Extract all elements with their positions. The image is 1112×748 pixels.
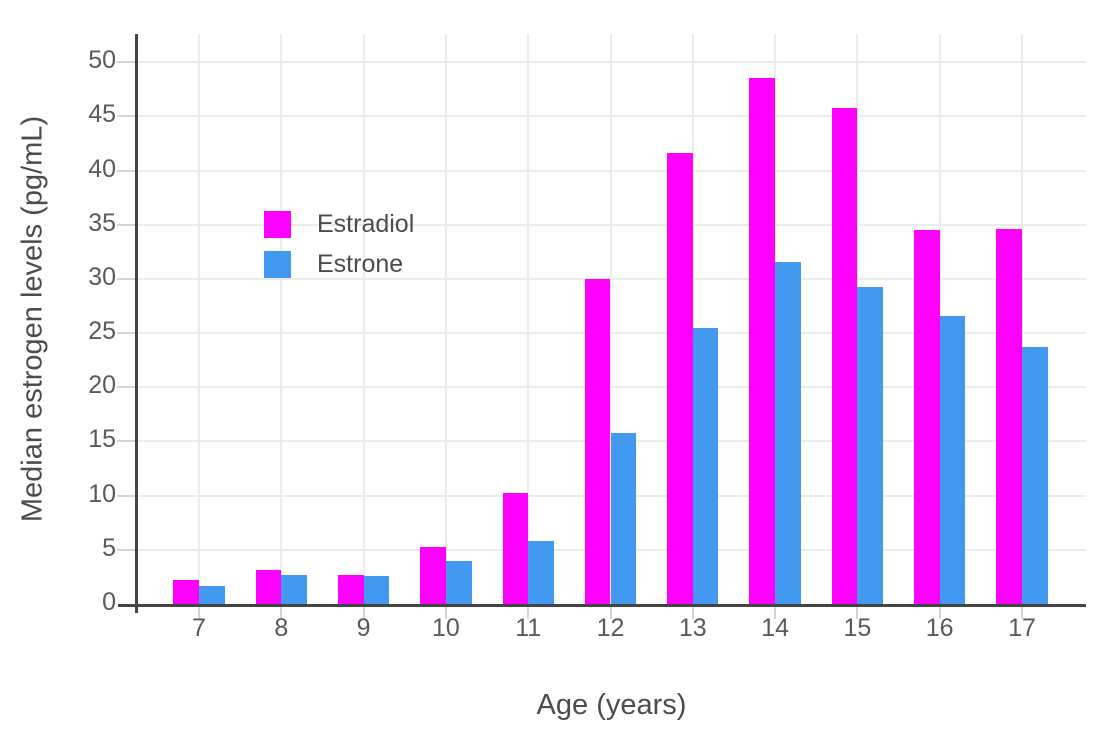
- vertical-gridline: [1021, 34, 1023, 604]
- vertical-gridline: [609, 34, 612, 604]
- x-tick-mark: [1021, 606, 1023, 619]
- vertical-gridline: [198, 34, 200, 604]
- y-tick-mark: [117, 494, 136, 497]
- x-tick-label: 7: [192, 614, 206, 642]
- bar-estradiol-age-15: [831, 107, 858, 604]
- x-tick-mark: [444, 606, 447, 619]
- bar-estradiol-age-16: [914, 230, 940, 604]
- legend-item-estradiol[interactable]: Estradiol: [264, 211, 414, 238]
- legend-label-estradiol: Estradiol: [317, 210, 415, 238]
- bar-estradiol-age-12: [584, 278, 611, 604]
- y-tick-label: 20: [88, 371, 116, 400]
- x-tick-mark: [856, 606, 859, 619]
- bar-estradiol-age-14: [749, 78, 776, 604]
- y-tick-label: 50: [88, 46, 116, 75]
- bar-estrone-age-10: [445, 560, 472, 604]
- x-axis-line: [118, 604, 1086, 607]
- bar-estrone-age-9: [363, 575, 390, 604]
- bar-estradiol-age-7: [173, 580, 199, 604]
- horizontal-gridline: [137, 169, 1086, 172]
- bar-estradiol-age-17: [996, 229, 1022, 604]
- vertical-gridline: [444, 34, 447, 604]
- x-tick-label: 14: [761, 614, 789, 642]
- horizontal-gridline: [137, 115, 1086, 118]
- x-tick-label: 13: [678, 614, 707, 642]
- bar-estradiol-age-9: [337, 574, 364, 604]
- bar-estradiol-age-10: [420, 546, 446, 604]
- x-tick-mark: [938, 606, 941, 619]
- vertical-gridline: [527, 34, 530, 604]
- y-tick-mark: [117, 223, 136, 226]
- x-tick-label: 15: [843, 614, 872, 642]
- bar-estrone-age-7: [199, 585, 225, 604]
- x-tick-mark: [280, 606, 283, 619]
- x-tick-mark: [691, 606, 694, 619]
- y-tick-label: 45: [88, 100, 116, 129]
- bar-estrone-age-12: [610, 432, 637, 604]
- y-tick-mark: [117, 386, 136, 389]
- x-axis-title: Age (years): [536, 689, 687, 721]
- y-tick-mark: [117, 277, 136, 280]
- y-tick-label: 15: [88, 425, 116, 454]
- y-axis-line: [135, 34, 138, 613]
- legend-swatch-estrone: [264, 251, 291, 278]
- x-tick-label: 12: [596, 614, 625, 642]
- horizontal-gridline: [137, 223, 1086, 226]
- y-tick-label: 35: [88, 208, 116, 237]
- horizontal-gridline: [137, 61, 1086, 64]
- x-tick-mark: [198, 606, 200, 619]
- bar-estrone-age-14: [775, 261, 801, 604]
- x-tick-label: 16: [925, 614, 954, 642]
- horizontal-gridline: [137, 277, 1086, 280]
- legend: Estradiol Estrone: [264, 211, 414, 291]
- legend-label-estrone: Estrone: [317, 250, 404, 278]
- vertical-gridline: [280, 34, 283, 604]
- x-tick-label: 11: [515, 614, 542, 642]
- bar-estradiol-age-8: [255, 570, 282, 604]
- bar-estrone-age-15: [857, 286, 884, 604]
- horizontal-gridline: [137, 332, 1086, 335]
- x-tick-label: 10: [431, 614, 460, 642]
- y-tick-mark: [117, 169, 136, 172]
- y-tick-label: 0: [102, 588, 116, 616]
- x-tick-label: 9: [356, 614, 371, 642]
- bar-estrone-age-11: [528, 541, 554, 604]
- legend-item-estrone[interactable]: Estrone: [264, 251, 414, 278]
- y-tick-mark: [117, 61, 136, 64]
- y-tick-label: 10: [88, 479, 116, 508]
- vertical-gridline: [691, 34, 694, 604]
- x-tick-mark: [362, 606, 365, 619]
- bar-estradiol-age-13: [667, 153, 693, 604]
- x-tick-mark: [527, 606, 530, 619]
- legend-swatch-estradiol: [264, 211, 291, 238]
- y-tick-label: 40: [88, 154, 116, 183]
- x-tick-label: 17: [1008, 614, 1036, 642]
- horizontal-gridline: [137, 386, 1086, 389]
- y-tick-label: 5: [102, 533, 116, 562]
- bar-estrone-age-16: [939, 315, 966, 604]
- bar-estrone-age-17: [1022, 347, 1048, 604]
- x-tick-mark: [774, 606, 777, 619]
- y-tick-mark: [117, 115, 136, 118]
- y-tick-mark: [117, 548, 136, 551]
- vertical-gridline: [362, 34, 365, 604]
- x-tick-label: 8: [274, 614, 289, 642]
- y-tick-mark: [117, 332, 136, 335]
- bar-estrone-age-8: [281, 574, 307, 604]
- y-tick-label: 25: [88, 317, 116, 346]
- y-tick-label: 30: [88, 262, 116, 291]
- plot-area: [117, 34, 1086, 619]
- x-tick-mark: [609, 606, 612, 619]
- bar-estrone-age-13: [692, 327, 719, 604]
- y-tick-mark: [117, 440, 136, 443]
- bar-estradiol-age-11: [502, 493, 529, 604]
